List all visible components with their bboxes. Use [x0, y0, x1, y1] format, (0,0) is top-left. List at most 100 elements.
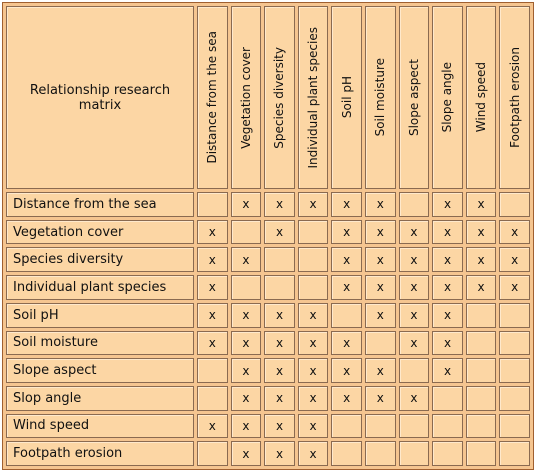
column-header-label: Vegetation cover [238, 46, 253, 149]
row-header: Wind speed [6, 413, 194, 439]
matrix-cell [365, 330, 396, 356]
matrix-cell: x [230, 192, 262, 217]
matrix-cell: x [297, 441, 329, 466]
row-header: Slop angle [6, 385, 194, 411]
row-header: Soil moisture [6, 330, 194, 356]
matrix-cell: x [365, 247, 396, 273]
matrix-cell: x [297, 192, 329, 217]
matrix-cell [465, 413, 497, 439]
matrix-cell: x [264, 192, 295, 217]
matrix-cell: x [331, 358, 362, 383]
matrix-cell [264, 275, 295, 300]
matrix-cell: x [197, 302, 228, 328]
row-header: Individual plant species [6, 275, 194, 300]
matrix-cell: x [331, 247, 362, 273]
column-header: Individual plant species [297, 6, 329, 189]
matrix-cell: x [331, 275, 362, 300]
matrix-cell [197, 358, 228, 383]
matrix-cell [197, 192, 228, 217]
matrix-cell: x [398, 247, 430, 273]
matrix-cell [465, 441, 497, 466]
column-header: Footpath erosion [499, 6, 530, 189]
matrix-cell: x [465, 275, 497, 300]
matrix-cell: x [432, 358, 463, 383]
matrix-cell: x [264, 358, 295, 383]
matrix-cell [331, 302, 362, 328]
matrix-cell: x [398, 219, 430, 245]
matrix-cell [432, 441, 463, 466]
matrix-cell: x [331, 192, 362, 217]
matrix-cell: x [365, 275, 396, 300]
matrix-cell: x [398, 275, 430, 300]
matrix-cell: x [331, 219, 362, 245]
matrix-cell [230, 275, 262, 300]
matrix-cell [197, 441, 228, 466]
column-header: Distance from the sea [197, 6, 228, 189]
matrix-cell: x [499, 275, 530, 300]
matrix-cell [331, 441, 362, 466]
matrix-cell: x [197, 413, 228, 439]
column-header-label: Distance from the sea [205, 31, 220, 164]
matrix-cell: x [264, 302, 295, 328]
column-header-label: Wind speed [474, 62, 489, 133]
matrix-cell [465, 330, 497, 356]
matrix-cell: x [230, 413, 262, 439]
matrix-cell [499, 358, 530, 383]
column-header: Vegetation cover [230, 6, 262, 189]
column-header: Soil pH [331, 6, 362, 189]
matrix-cell [499, 413, 530, 439]
matrix-cell: x [197, 275, 228, 300]
matrix-cell: x [230, 441, 262, 466]
matrix-cell: x [197, 330, 228, 356]
matrix-cell: x [264, 413, 295, 439]
column-header-label: Individual plant species [306, 26, 321, 169]
matrix-cell: x [499, 247, 530, 273]
matrix-cell [297, 247, 329, 273]
column-header: Species diversity [264, 6, 295, 189]
matrix-cell: x [365, 219, 396, 245]
matrix-cell: x [230, 358, 262, 383]
matrix-cell: x [432, 330, 463, 356]
matrix-cell: x [264, 330, 295, 356]
matrix-cell: x [432, 247, 463, 273]
matrix-cell [398, 358, 430, 383]
matrix-cell [230, 219, 262, 245]
matrix-cell: x [297, 330, 329, 356]
matrix-cell [264, 247, 295, 273]
matrix-cell [432, 385, 463, 411]
column-header: Slope aspect [398, 6, 430, 189]
matrix-cell: x [365, 192, 396, 217]
matrix-cell: x [197, 247, 228, 273]
matrix-cell [499, 441, 530, 466]
row-header: Vegetation cover [6, 219, 194, 245]
matrix-cell [297, 219, 329, 245]
matrix-cell: x [297, 302, 329, 328]
row-header: Distance from the sea [6, 192, 194, 217]
matrix-cell: x [264, 385, 295, 411]
matrix-cell: x [264, 219, 295, 245]
column-header: Slope angle [432, 6, 463, 189]
matrix-cell: x [398, 330, 430, 356]
row-header: Species diversity [6, 247, 194, 273]
row-header: Footpath erosion [6, 441, 194, 466]
column-header-label: Slope aspect [406, 58, 421, 136]
matrix-cell: x [331, 385, 362, 411]
matrix-cell: x [465, 247, 497, 273]
matrix-cell: x [365, 385, 396, 411]
row-header: Slope aspect [6, 358, 194, 383]
column-header-label: Species diversity [272, 46, 287, 149]
matrix-title: Relationship research matrix [6, 6, 194, 189]
matrix-cell: x [297, 413, 329, 439]
column-header-label: Soil pH [339, 76, 354, 119]
matrix-cell [465, 358, 497, 383]
matrix-cell: x [297, 358, 329, 383]
matrix-cell [499, 385, 530, 411]
matrix-cell: x [230, 302, 262, 328]
matrix-cell [398, 413, 430, 439]
matrix-cell: x [432, 219, 463, 245]
matrix-cell: x [230, 247, 262, 273]
matrix-cell: x [331, 330, 362, 356]
column-header-label: Slope angle [440, 62, 455, 133]
column-header-label: Footpath erosion [507, 47, 522, 148]
